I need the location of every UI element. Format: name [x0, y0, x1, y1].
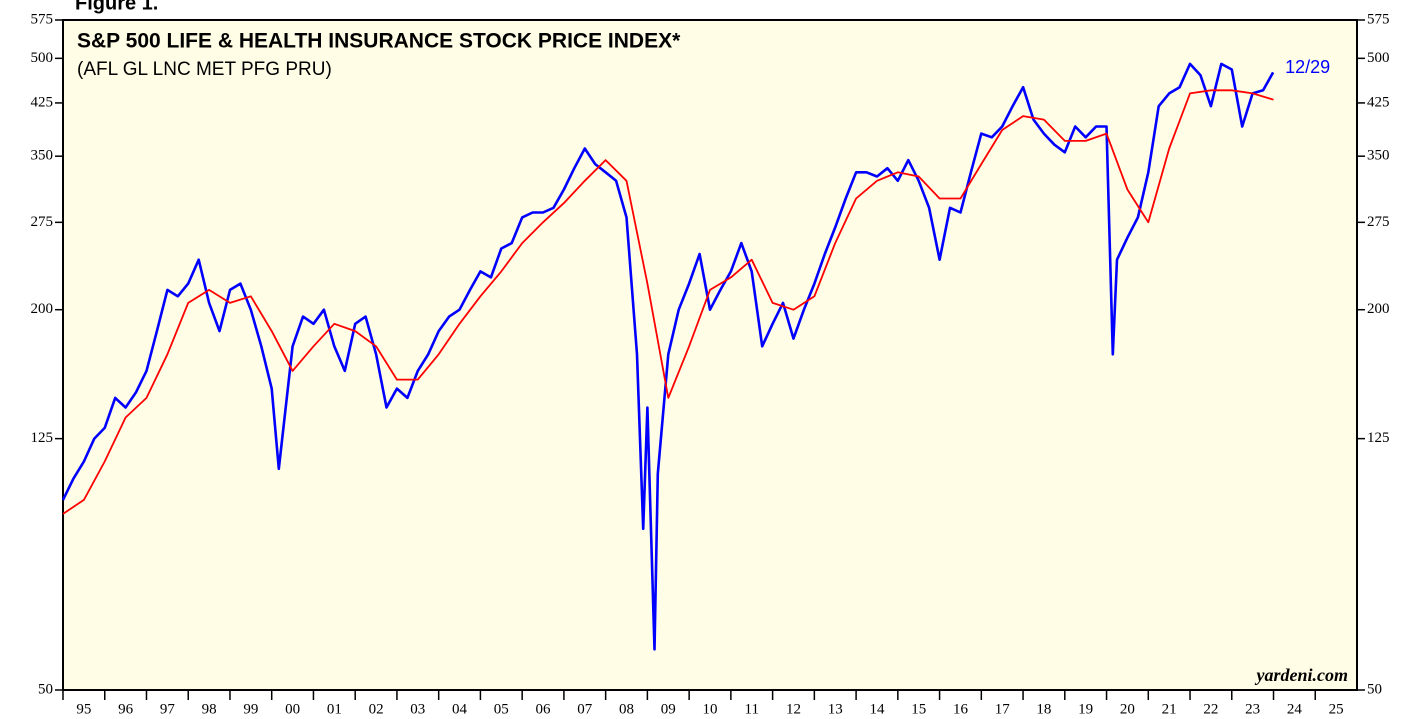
x-tick-label: 21 — [1162, 701, 1177, 717]
x-tick-label: 19 — [1078, 701, 1093, 717]
chart-title: S&P 500 LIFE & HEALTH INSURANCE STOCK PR… — [77, 30, 681, 53]
x-tick-label: 08 — [619, 701, 634, 717]
x-tick-label: 09 — [661, 701, 676, 717]
x-tick-label: 98 — [202, 701, 217, 717]
y-tick-label: 200 — [31, 301, 54, 317]
y2-tick-label: 350 — [1367, 148, 1390, 164]
x-tick-label: 07 — [577, 701, 593, 717]
x-tick-label: 11 — [745, 701, 759, 717]
y-tick-label: 350 — [31, 148, 54, 164]
x-tick-label: 22 — [1203, 701, 1218, 717]
y2-tick-label: 500 — [1367, 50, 1390, 66]
y2-tick-label: 50 — [1367, 681, 1382, 697]
x-tick-label: 23 — [1245, 701, 1260, 717]
x-tick-label: 18 — [1036, 701, 1051, 717]
y-tick-label: 425 — [31, 94, 54, 110]
plot-area — [62, 19, 1358, 691]
x-tick-label: 13 — [828, 701, 843, 717]
series-line — [61, 62, 1275, 651]
y-tick-label: 575 — [31, 11, 54, 27]
chart-subtitle: (AFL GL LNC MET PFG PRU) — [77, 59, 332, 80]
y2-tick-label: 425 — [1367, 94, 1390, 110]
x-tick-label: 14 — [869, 701, 885, 717]
y2-tick-label: 275 — [1367, 214, 1390, 230]
x-tick-label: 12 — [786, 701, 801, 717]
x-tick-label: 96 — [118, 701, 134, 717]
x-tick-label: 24 — [1287, 701, 1303, 717]
x-tick-label: 01 — [327, 701, 342, 717]
x-tick-label: 17 — [995, 701, 1011, 717]
x-tick-label: 15 — [911, 701, 926, 717]
source: yardeni.com — [1255, 665, 1349, 685]
x-tick-label: 95 — [76, 701, 91, 717]
x-tick-label: 04 — [452, 701, 468, 717]
end-label: 12/29 — [1285, 57, 1330, 77]
y-tick-label: 50 — [38, 681, 53, 697]
y2-tick-label: 200 — [1367, 301, 1390, 317]
y-tick-label: 275 — [31, 214, 54, 230]
y-tick-label: 500 — [31, 50, 54, 66]
x-tick-label: 25 — [1329, 701, 1344, 717]
x-tick-label: 97 — [160, 701, 176, 717]
x-tick-label: 10 — [703, 701, 718, 717]
x-tick-label: 06 — [536, 701, 552, 717]
x-tick-label: 16 — [953, 701, 969, 717]
x-tick-label: 20 — [1120, 701, 1135, 717]
x-tick-label: 03 — [410, 701, 425, 717]
x-tick-label: 05 — [494, 701, 509, 717]
y2-tick-label: 575 — [1367, 11, 1390, 27]
x-tick-label: 02 — [369, 701, 384, 717]
series-line — [62, 89, 1274, 515]
x-tick-label: 00 — [285, 701, 300, 717]
y-tick-label: 125 — [31, 430, 54, 446]
y2-tick-label: 125 — [1367, 430, 1390, 446]
x-tick-label: 99 — [243, 701, 258, 717]
figure-label: Figure 1. — [75, 0, 158, 14]
